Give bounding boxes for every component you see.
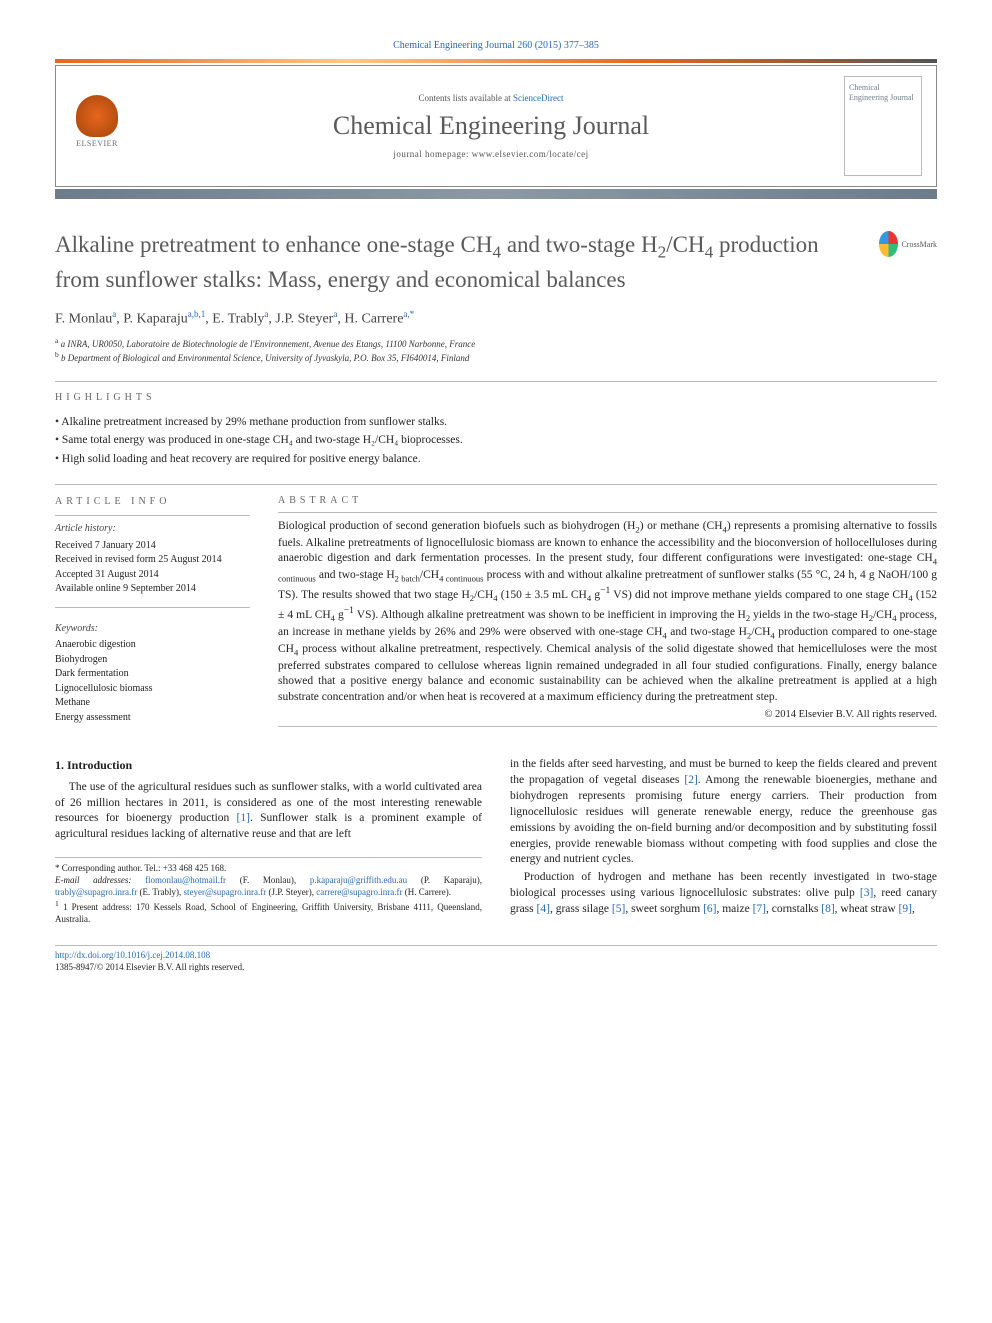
journal-cover-thumbnail: Chemical Engineering Journal <box>844 76 922 176</box>
footnotes-block: * Corresponding author. Tel.: +33 468 42… <box>55 857 482 925</box>
email-addresses: E-mail addresses: flomonlau@hotmail.fr (… <box>55 874 482 898</box>
header-bottom-bar <box>55 189 937 199</box>
keyword: Methane <box>55 696 250 711</box>
highlight-item: Alkaline pretreatment increased by 29% m… <box>55 413 937 431</box>
history-line: Received 7 January 2014 <box>55 539 250 554</box>
corresponding-author: * Corresponding author. Tel.: +33 468 42… <box>55 862 482 874</box>
keyword: Biohydrogen <box>55 653 250 668</box>
doi-link[interactable]: http://dx.doi.org/10.1016/j.cej.2014.08.… <box>55 950 210 960</box>
article-title: Alkaline pretreatment to enhance one-sta… <box>55 229 869 295</box>
abstract-label: ABSTRACT <box>278 495 937 506</box>
citation-line: Chemical Engineering Journal 260 (2015) … <box>55 40 937 51</box>
highlight-item: High solid loading and heat recovery are… <box>55 450 937 468</box>
contents-available: Contents lists available at ScienceDirec… <box>138 93 844 103</box>
author-list: F. Monlaua, P. Kaparajua,b,1, E. Trablya… <box>55 309 937 328</box>
divider <box>55 484 937 485</box>
body-paragraph: Production of hydrogen and methane has b… <box>510 870 937 918</box>
history-head: Article history: <box>55 522 250 537</box>
article-info-label: ARTICLE INFO <box>55 495 250 510</box>
keyword: Anaerobic digestion <box>55 638 250 653</box>
abstract-column: ABSTRACT Biological production of second… <box>278 495 937 727</box>
body-two-column: 1. Introduction The use of the agricultu… <box>55 757 937 925</box>
journal-name: Chemical Engineering Journal <box>138 111 844 141</box>
history-line: Accepted 31 August 2014 <box>55 568 250 583</box>
abstract-copyright: © 2014 Elsevier B.V. All rights reserved… <box>278 709 937 720</box>
section-heading-introduction: 1. Introduction <box>55 757 482 774</box>
crossmark-label: CrossMark <box>901 240 937 249</box>
contents-prefix: Contents lists available at <box>419 93 513 103</box>
keyword: Lignocellulosic biomass <box>55 682 250 697</box>
present-address: 1 1 Present address: 170 Kessels Road, S… <box>55 899 482 925</box>
email-label: E-mail addresses: <box>55 875 145 885</box>
journal-header: ELSEVIER Contents lists available at Sci… <box>55 65 937 187</box>
affiliation-a: a a INRA, UR0050, Laboratoire de Biotech… <box>55 336 937 351</box>
article-info-column: ARTICLE INFO Article history: Received 7… <box>55 495 250 727</box>
crossmark-icon <box>879 231 898 257</box>
elsevier-tree-icon <box>76 95 118 137</box>
affiliation-b: b b Department of Biological and Environ… <box>55 350 937 365</box>
publisher-name: ELSEVIER <box>76 139 118 148</box>
body-paragraph: in the fields after seed harvesting, and… <box>510 757 937 868</box>
body-paragraph: The use of the agricultural residues suc… <box>55 780 482 843</box>
header-center: Contents lists available at ScienceDirec… <box>138 93 844 159</box>
history-line: Received in revised form 25 August 2014 <box>55 553 250 568</box>
keyword: Dark fermentation <box>55 667 250 682</box>
page-footer: http://dx.doi.org/10.1016/j.cej.2014.08.… <box>55 945 937 973</box>
history-line: Available online 9 September 2014 <box>55 582 250 597</box>
top-gradient-bar <box>55 59 937 63</box>
issn-copyright: 1385-8947/© 2014 Elsevier B.V. All right… <box>55 962 244 972</box>
keywords-head: Keywords: <box>55 622 250 637</box>
highlight-item: Same total energy was produced in one-st… <box>55 431 937 449</box>
abstract-text: Biological production of second generati… <box>278 519 937 705</box>
journal-homepage: journal homepage: www.elsevier.com/locat… <box>138 149 844 159</box>
affiliations: a a INRA, UR0050, Laboratoire de Biotech… <box>55 336 937 365</box>
homepage-url[interactable]: www.elsevier.com/locate/cej <box>472 149 589 159</box>
highlights-label: HIGHLIGHTS <box>55 392 937 403</box>
divider <box>55 381 937 382</box>
highlights-list: Alkaline pretreatment increased by 29% m… <box>55 413 937 468</box>
publisher-logo: ELSEVIER <box>70 95 124 157</box>
crossmark-badge[interactable]: CrossMark <box>879 229 937 259</box>
keyword: Energy assessment <box>55 711 250 726</box>
homepage-prefix: journal homepage: <box>393 149 471 159</box>
sciencedirect-link[interactable]: ScienceDirect <box>513 93 563 103</box>
